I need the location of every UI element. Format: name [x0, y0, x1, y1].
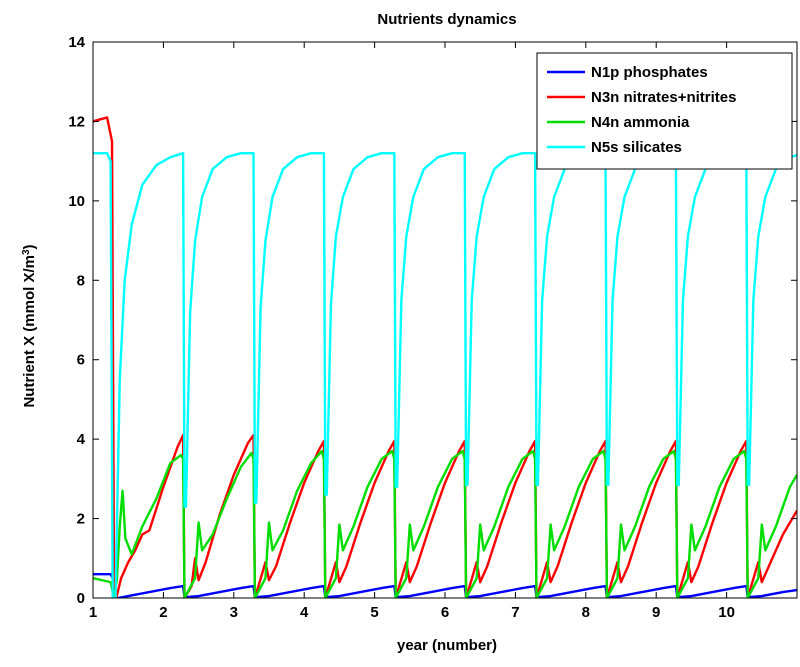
- chart-title: Nutrients dynamics: [377, 11, 516, 28]
- legend: N1p phosphates N3n nitrates+nitrites N4n a…: [536, 52, 793, 170]
- series-line-4: [93, 152, 797, 598]
- y-tick-label: 6: [77, 352, 85, 369]
- y-tick-label: 8: [77, 272, 85, 289]
- y-tick-label: 14: [68, 34, 85, 51]
- x-tick-label: 5: [370, 604, 378, 621]
- y-tick-label: 0: [77, 590, 85, 607]
- x-tick-label: 1: [89, 604, 97, 621]
- x-axis-label: year (number): [397, 637, 497, 654]
- y-tick-label: 12: [68, 113, 85, 130]
- y-axis-label-tail: ): [21, 244, 38, 249]
- x-tick-label: 8: [582, 604, 590, 621]
- y-axis-label: Nutrient X (mmol X/m3): [21, 244, 39, 407]
- x-tick-label: 9: [652, 604, 660, 621]
- y-tick-label: 10: [68, 193, 85, 210]
- x-tick-label: 7: [511, 604, 519, 621]
- x-tick-label: 3: [230, 604, 238, 621]
- legend-label-4: N5s silicates: [591, 139, 682, 156]
- series-line-3: [93, 449, 797, 598]
- x-tick-label: 4: [300, 604, 309, 621]
- legend-label-2: N3n nitrates+nitrites: [591, 89, 736, 106]
- legend-label-1: N1p phosphates: [591, 64, 708, 81]
- y-tick-label: 2: [77, 511, 85, 528]
- x-tick-label: 6: [441, 604, 449, 621]
- series-layer: [93, 116, 797, 598]
- x-tick-label: 2: [159, 604, 167, 621]
- y-tick-label: 4: [77, 431, 86, 448]
- y-axis-label-main: Nutrient X (mmol X/m: [21, 255, 38, 408]
- x-tick-label: 10: [718, 604, 735, 621]
- legend-label-3: N4n ammonia: [591, 114, 690, 131]
- y-axis-label-superscript: 3: [21, 249, 32, 255]
